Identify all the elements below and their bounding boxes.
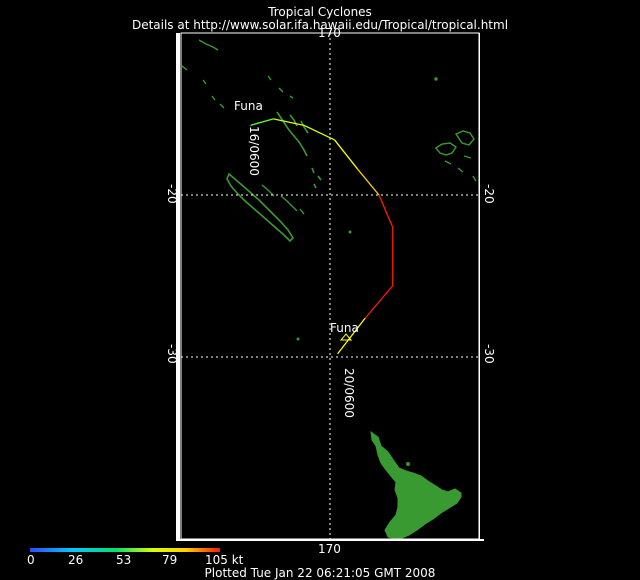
lat-label-20-right: -20 xyxy=(482,184,496,204)
new-caledonia xyxy=(226,172,295,243)
storm-end-marker xyxy=(339,333,353,341)
minor-island xyxy=(434,77,438,81)
lat-label-30-left: -30 xyxy=(165,344,179,364)
land-masses xyxy=(181,39,477,540)
storm-track xyxy=(250,118,394,355)
plotted-timestamp: Plotted Tue Jan 22 06:21:05 GMT 2008 xyxy=(204,566,436,580)
track-segment xyxy=(273,118,305,126)
map-frame-outer-right xyxy=(479,33,480,541)
storm-start-time: 16/0600 xyxy=(247,126,261,176)
fiji-islands xyxy=(434,130,477,182)
colorbar-tick-4: 105 kt xyxy=(205,553,244,567)
intensity-colorbar xyxy=(30,548,220,552)
lat-label-30-right: -30 xyxy=(482,344,496,364)
track-segment xyxy=(303,124,335,141)
new-zealand-north-island xyxy=(370,430,462,540)
storm-name-start: Funa xyxy=(234,99,263,113)
storm-end-time: 20/0600 xyxy=(342,368,356,418)
map-subtitle: Details at http://www.solar.ifa.hawaii.e… xyxy=(131,18,509,32)
colorbar-tick-1: 26 xyxy=(68,553,84,567)
map-title: Tropical Cyclones xyxy=(268,5,372,19)
graticule xyxy=(181,33,479,539)
lon-label-top: 170 xyxy=(318,26,341,40)
vanuatu-islands xyxy=(276,111,322,189)
track-segment xyxy=(337,317,366,355)
minor-island xyxy=(406,462,410,466)
loyalty-islands xyxy=(261,184,305,215)
map-frame-outer-left xyxy=(176,33,180,539)
colorbar-tick-3: 79 xyxy=(162,553,178,567)
lon-label-bottom: 170 xyxy=(318,542,341,556)
track-segment xyxy=(334,139,359,170)
solomon-islands xyxy=(181,39,294,109)
minor-island xyxy=(348,230,352,234)
map-frame-outer-bottom xyxy=(176,539,484,541)
track-segment xyxy=(378,194,394,228)
colorbar-tick-2: 53 xyxy=(116,553,132,567)
track-segment xyxy=(250,118,274,126)
colorbar-tick-0: 0 xyxy=(27,553,35,567)
lat-label-20-left: -20 xyxy=(165,184,179,204)
storm-name-end: Funa xyxy=(330,321,359,335)
track-segment xyxy=(364,285,394,319)
track-segment xyxy=(357,168,380,196)
minor-island xyxy=(296,337,300,341)
